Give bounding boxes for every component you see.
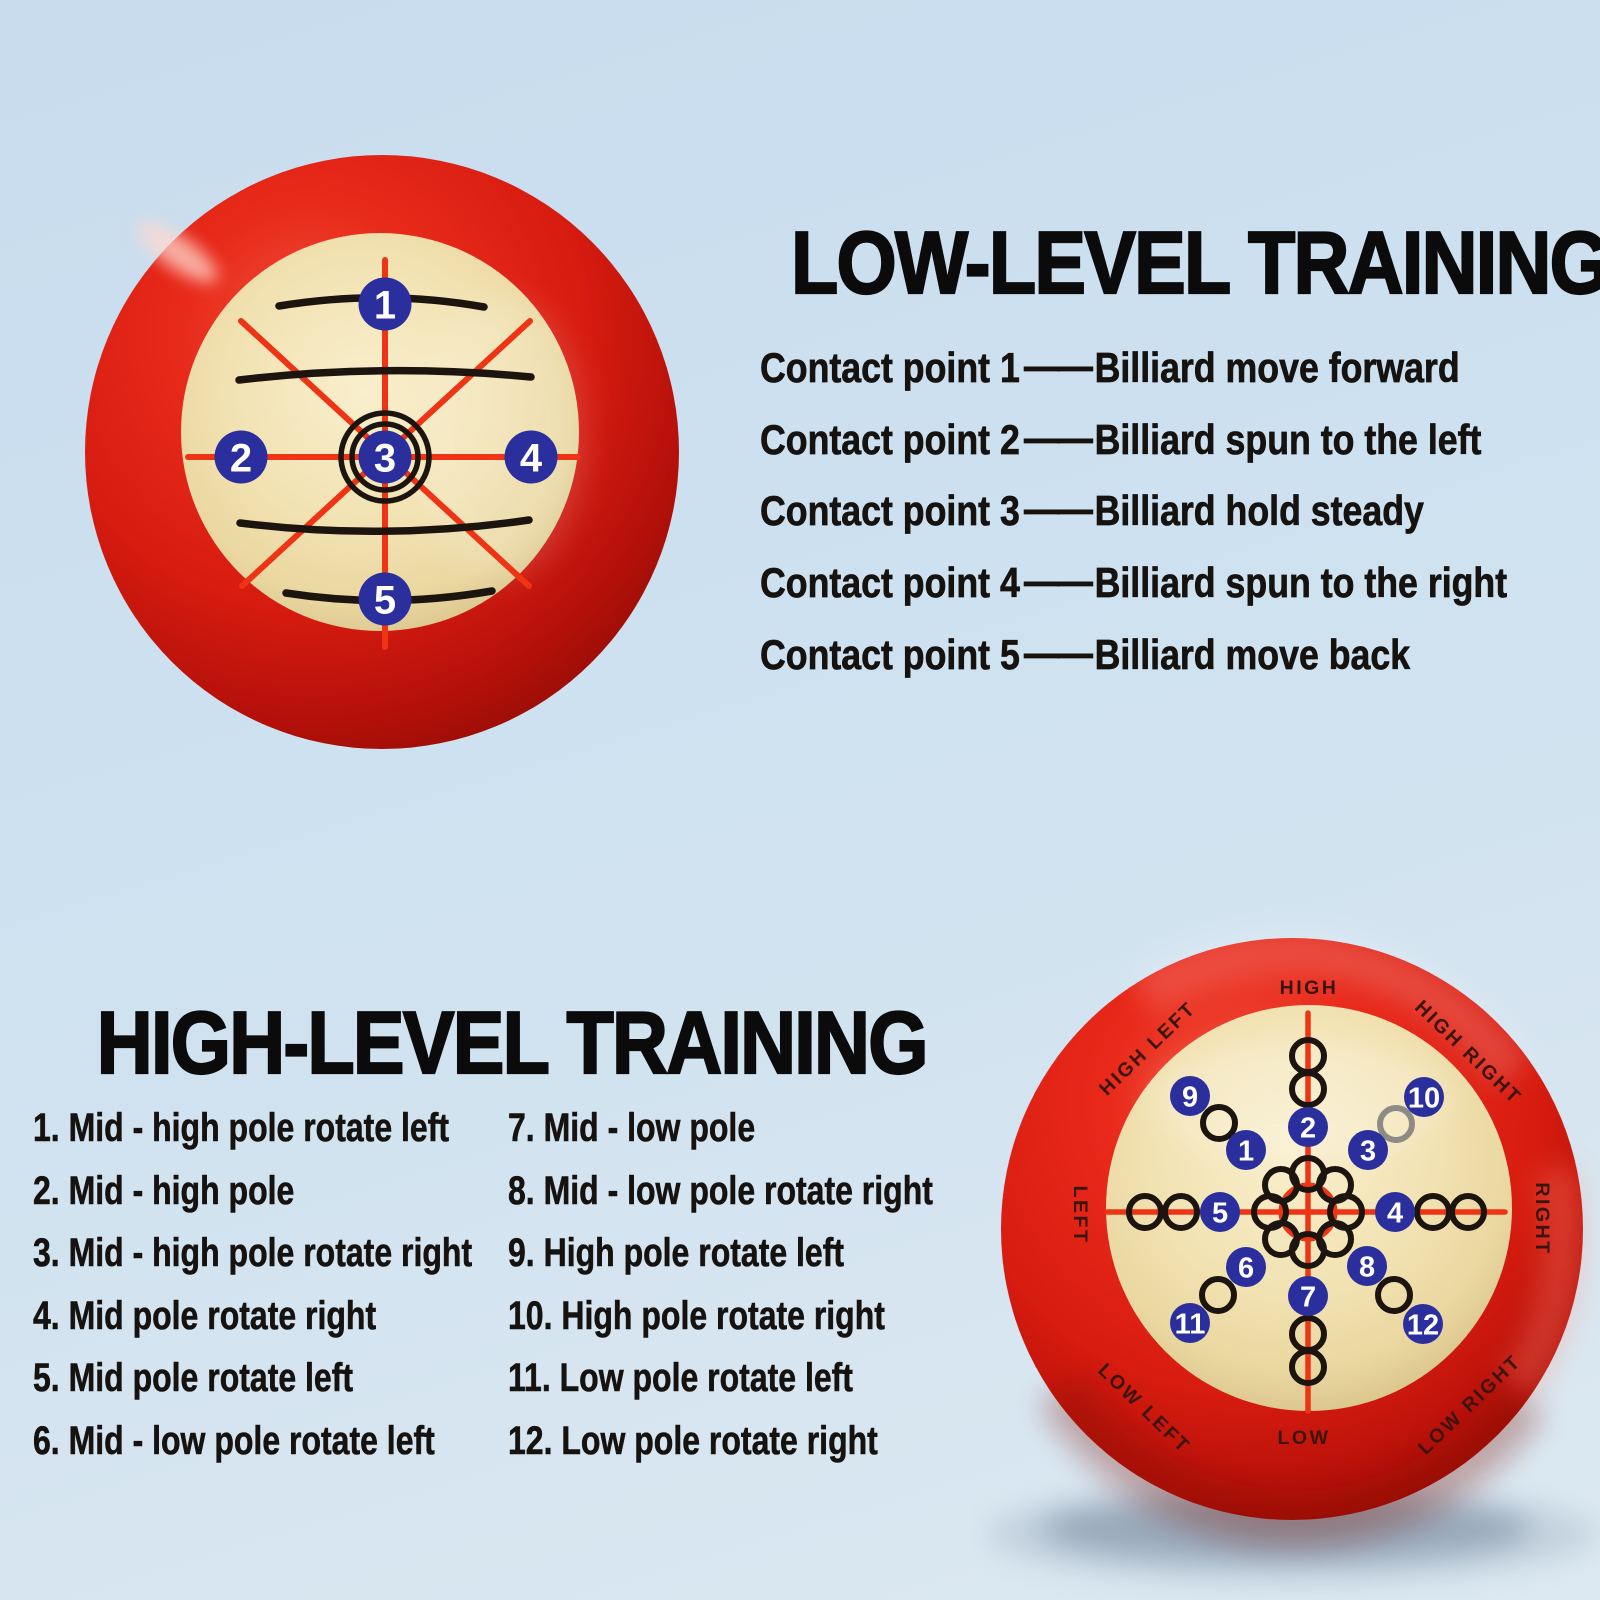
badge-label: 1 xyxy=(1238,1136,1254,1168)
pole-badge-1: 1 xyxy=(1226,1130,1266,1170)
badge-label: 1 xyxy=(374,284,396,328)
high-training-list-right: 7. Mid - low pole 8. Mid - low pole rota… xyxy=(508,1097,933,1473)
dash-separator: —— xyxy=(1024,485,1093,533)
badge-label: 5 xyxy=(1212,1198,1228,1230)
contact-row-5: Contact point 5 —— Billiard move back xyxy=(760,619,1507,691)
dash-separator: —— xyxy=(1024,413,1093,461)
badge-label: 5 xyxy=(374,579,396,623)
crosshair-lines xyxy=(1104,1010,1508,1414)
contact-badge-3: 3 xyxy=(358,430,412,484)
badge-label: 6 xyxy=(1238,1253,1254,1285)
list-item: 4. Mid pole rotate right xyxy=(33,1293,377,1338)
badge-label: 2 xyxy=(1300,1113,1316,1145)
badge-label: 7 xyxy=(1300,1282,1316,1314)
badge-label: 2 xyxy=(230,437,252,481)
badge-label: 4 xyxy=(1387,1198,1403,1230)
list-item: 3. Mid - high pole rotate right xyxy=(33,1231,473,1276)
pole-badge-6: 6 xyxy=(1226,1247,1266,1287)
pole-badge-3: 3 xyxy=(1348,1130,1388,1170)
pole-badge-10: 10 xyxy=(1404,1077,1444,1117)
list-item: 12. Low pole rotate right xyxy=(508,1418,878,1464)
low-training-title: LOW-LEVEL TRAINING xyxy=(790,212,1600,313)
pole-badge-2: 2 xyxy=(1288,1107,1328,1147)
badge-label: 8 xyxy=(1359,1252,1375,1284)
practice-ring-muted xyxy=(1377,1105,1415,1143)
pole-badge-12: 12 xyxy=(1403,1304,1443,1344)
list-item: 10. High pole rotate right xyxy=(508,1293,885,1338)
badge-label: 3 xyxy=(374,437,396,481)
rim-label-high: HIGH xyxy=(1280,977,1339,999)
badge-label: 3 xyxy=(1360,1136,1376,1168)
badge-label: 11 xyxy=(1175,1309,1206,1341)
practice-rings xyxy=(1126,1037,1487,1386)
dash-separator: —— xyxy=(1024,341,1093,389)
center-target xyxy=(1278,1182,1338,1242)
rim-sheen-top xyxy=(1129,929,1532,1087)
list-item: 7. Mid - low pole xyxy=(508,1106,756,1151)
dash-separator: —— xyxy=(1024,556,1093,605)
contact-label: Contact point 1 xyxy=(760,343,1020,391)
badge-label: 12 xyxy=(1407,1310,1439,1342)
badge-label: 9 xyxy=(1182,1082,1198,1114)
list-item: 6. Mid - low pole rotate left xyxy=(33,1418,435,1464)
contact-label: Contact point 2 xyxy=(760,415,1020,463)
contact-row-2: Contact point 2 —— Billiard spun to the le… xyxy=(760,404,1507,476)
contact-label: Contact point 5 xyxy=(760,630,1020,678)
pole-badge-7: 7 xyxy=(1288,1276,1328,1316)
contact-desc: Billiard move forward xyxy=(1094,343,1460,391)
list-item: 9. High pole rotate left xyxy=(508,1231,845,1276)
contact-badge-1: 1 xyxy=(358,277,412,331)
contact-label: Contact point 3 xyxy=(760,487,1020,535)
pole-badge-5: 5 xyxy=(1200,1192,1240,1232)
high-training-list-left: 1. Mid - high pole rotate left 2. Mid - … xyxy=(33,1097,473,1473)
pole-badge-11: 11 xyxy=(1170,1303,1210,1343)
contact-badge-2: 2 xyxy=(214,430,268,484)
list-item: 2. Mid - high pole xyxy=(33,1168,295,1213)
contact-desc: Billiard spun to the right xyxy=(1094,558,1508,607)
list-item: 8. Mid - low pole rotate right xyxy=(508,1168,933,1213)
list-item: 5. Mid pole rotate left xyxy=(33,1356,354,1401)
pole-badge-8: 8 xyxy=(1347,1246,1387,1286)
rim-label-left: LEFT xyxy=(1069,1186,1091,1245)
cream-sheen xyxy=(415,297,585,577)
badge-label: 10 xyxy=(1408,1083,1440,1115)
rim-shade-bottom xyxy=(1038,1374,1545,1546)
list-item: 11. Low pole rotate left xyxy=(508,1356,853,1401)
contact-row-3: Contact point 3 —— Billiard hold steady xyxy=(760,475,1507,547)
dash-separator: —— xyxy=(1024,628,1093,676)
list-item: 1. Mid - high pole rotate left xyxy=(33,1106,449,1151)
contact-point-list: Contact point 1 —— Billiard move forward C… xyxy=(760,332,1508,691)
cream-sheen xyxy=(1150,1039,1450,1159)
rim-label-low: LOW xyxy=(1278,1427,1331,1449)
specular-highlight xyxy=(136,221,218,283)
rim-label-right: RIGHT xyxy=(1531,1182,1553,1255)
contact-label: Contact point 4 xyxy=(760,558,1020,607)
high-training-ball-figure: HIGH HIGH LEFT HIGH RIGHT LEFT RIGHT LOW… xyxy=(987,929,1597,1582)
contact-row-1: Contact point 1 —— Billiard move forward xyxy=(760,332,1507,404)
low-training-ball-figure: 1 2 3 4 5 xyxy=(85,155,679,749)
badge-label: 4 xyxy=(520,437,543,481)
contact-desc: Billiard move back xyxy=(1094,630,1411,678)
pole-badge-9: 9 xyxy=(1170,1076,1210,1116)
high-training-title: HIGH-LEVEL TRAINING xyxy=(96,992,930,1093)
contact-row-4: Contact point 4 —— Billiard spun to the ri… xyxy=(760,547,1508,619)
contact-badge-5: 5 xyxy=(358,572,412,626)
contact-desc: Billiard hold steady xyxy=(1094,487,1424,535)
contact-badge-4: 4 xyxy=(504,430,558,484)
contact-desc: Billiard spun to the left xyxy=(1094,415,1482,463)
rim-sheen-right xyxy=(1500,1163,1584,1401)
pole-badge-4: 4 xyxy=(1375,1192,1415,1232)
center-rings xyxy=(338,410,432,504)
